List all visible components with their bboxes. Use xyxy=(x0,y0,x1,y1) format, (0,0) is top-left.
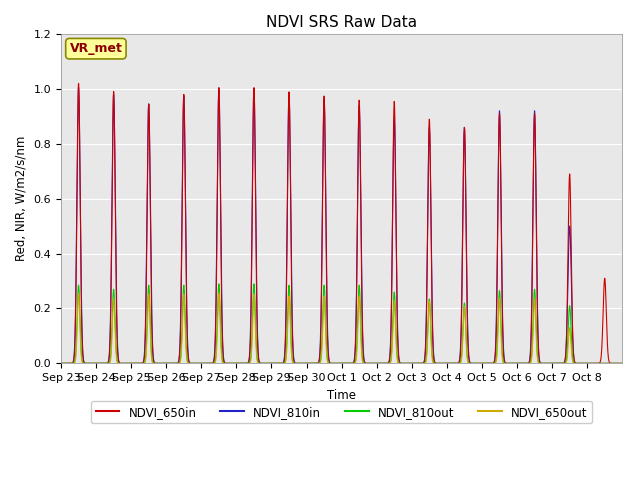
NDVI_650out xyxy=(618,360,626,366)
NDVI_650out xyxy=(612,360,620,366)
NDVI_650out xyxy=(172,360,180,366)
NDVI_650in xyxy=(57,360,65,366)
NDVI_810out xyxy=(532,336,540,341)
NDVI_650out xyxy=(57,360,65,366)
NDVI_810out xyxy=(215,281,223,287)
NDVI_650out xyxy=(75,290,83,296)
Line: NDVI_810in: NDVI_810in xyxy=(61,87,622,363)
NDVI_810in xyxy=(499,330,507,336)
Title: NDVI SRS Raw Data: NDVI SRS Raw Data xyxy=(266,15,417,30)
NDVI_650out xyxy=(414,360,422,366)
Line: NDVI_650in: NDVI_650in xyxy=(61,84,622,363)
NDVI_810in xyxy=(172,360,180,366)
NDVI_810in xyxy=(612,360,620,366)
Text: VR_met: VR_met xyxy=(70,42,122,55)
NDVI_650in xyxy=(172,360,180,366)
NDVI_650out xyxy=(532,344,540,349)
NDVI_810out xyxy=(172,360,180,366)
NDVI_810in xyxy=(75,84,83,90)
NDVI_650in xyxy=(532,255,540,261)
NDVI_650out xyxy=(614,360,622,366)
NDVI_810in xyxy=(57,360,65,366)
X-axis label: Time: Time xyxy=(327,389,356,402)
NDVI_650out xyxy=(499,359,507,365)
NDVI_650out xyxy=(463,355,471,361)
NDVI_810out xyxy=(499,357,507,363)
NDVI_650in xyxy=(75,81,83,86)
Y-axis label: Red, NIR, W/m2/s/nm: Red, NIR, W/m2/s/nm xyxy=(15,136,28,261)
NDVI_650in xyxy=(414,360,422,366)
Line: NDVI_810out: NDVI_810out xyxy=(61,284,622,363)
NDVI_810in xyxy=(618,360,626,366)
NDVI_810out xyxy=(414,360,422,366)
NDVI_810in xyxy=(463,299,471,304)
NDVI_650in xyxy=(463,309,471,315)
NDVI_810in xyxy=(532,242,540,248)
Legend: NDVI_650in, NDVI_810in, NDVI_810out, NDVI_650out: NDVI_650in, NDVI_810in, NDVI_810out, NDV… xyxy=(91,401,593,423)
Line: NDVI_650out: NDVI_650out xyxy=(61,293,622,363)
NDVI_650in xyxy=(612,360,620,366)
NDVI_650in xyxy=(499,338,507,344)
NDVI_810out xyxy=(612,360,620,366)
NDVI_650in xyxy=(618,360,626,366)
NDVI_810out xyxy=(57,360,65,366)
NDVI_810out xyxy=(463,352,471,358)
NDVI_810out xyxy=(618,360,626,366)
NDVI_810in xyxy=(414,360,422,366)
